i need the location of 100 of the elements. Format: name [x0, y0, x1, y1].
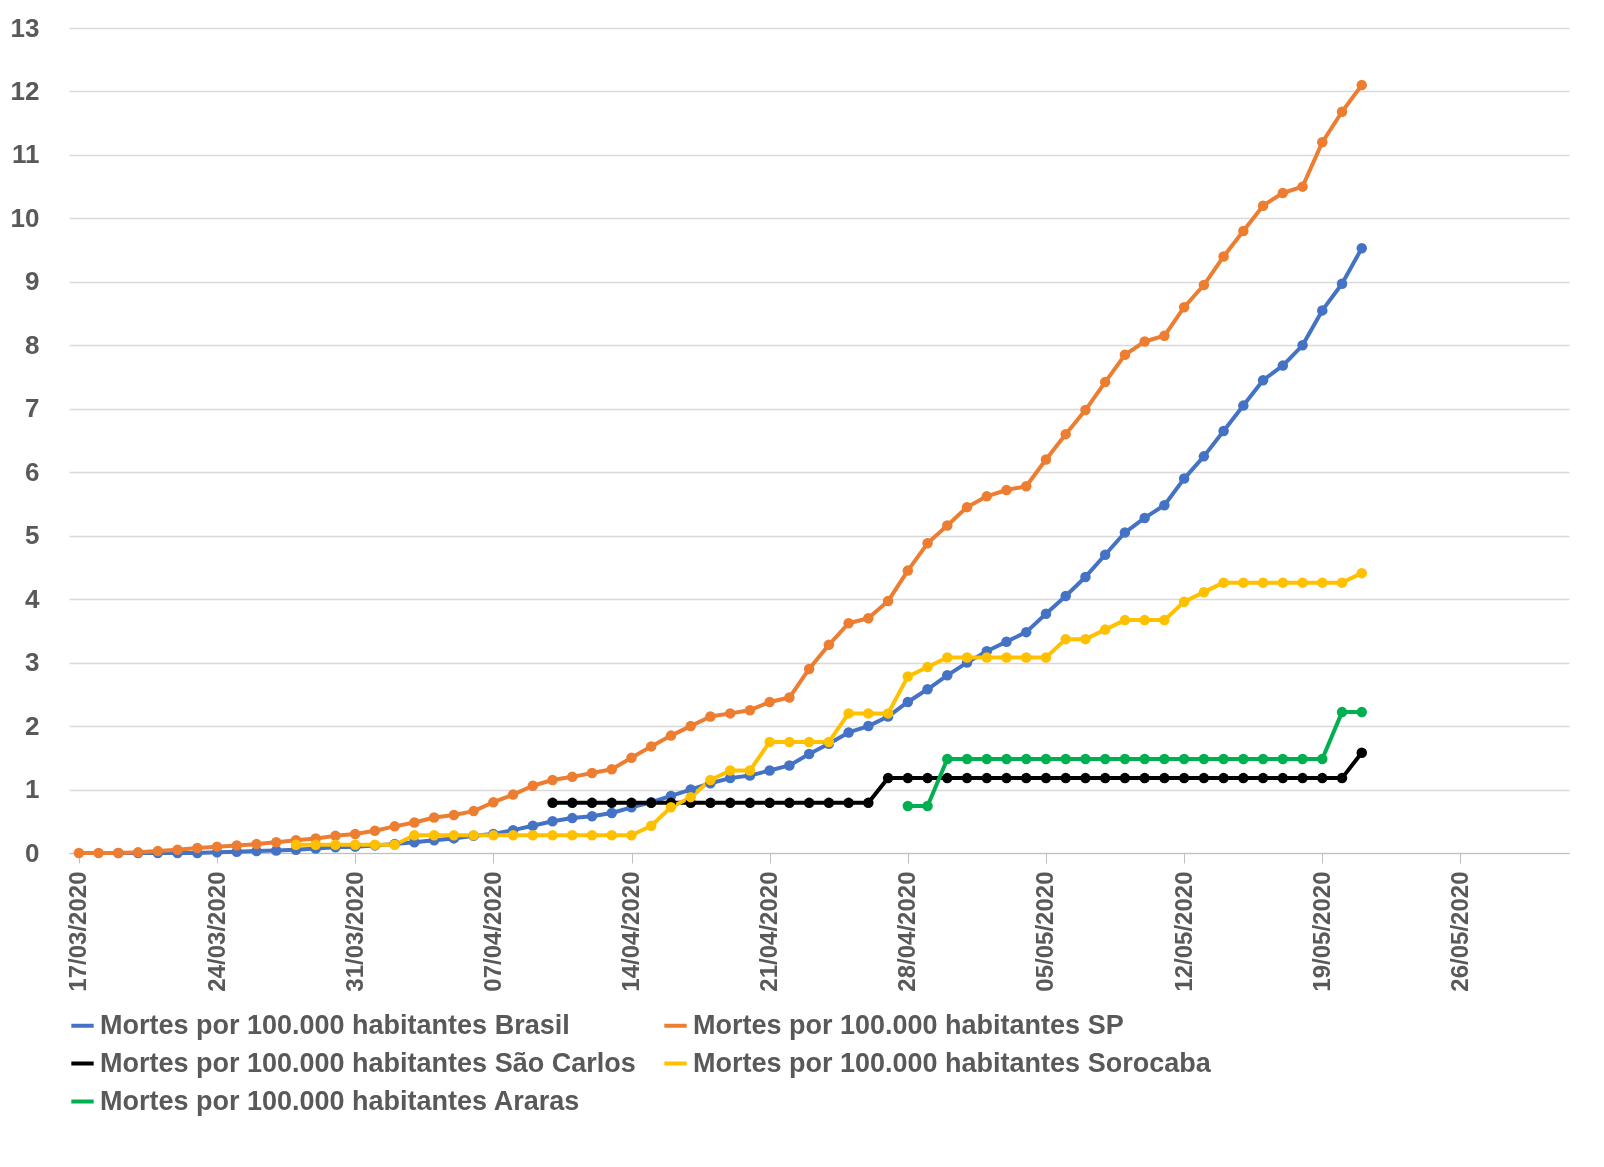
- point: [1119, 753, 1131, 765]
- point: [942, 652, 953, 663]
- point: [1099, 772, 1111, 784]
- point: [1119, 772, 1131, 784]
- x-tick-label: 24/03/2020: [202, 871, 230, 992]
- point: [1178, 753, 1190, 765]
- point: [922, 661, 933, 673]
- point: [803, 736, 815, 748]
- point: [685, 791, 696, 803]
- point: [310, 839, 321, 850]
- point: [1336, 577, 1348, 588]
- point: [1001, 652, 1012, 663]
- point: [803, 797, 815, 809]
- point: [507, 830, 519, 841]
- point: [705, 797, 716, 809]
- point: [1080, 772, 1091, 784]
- x-tick-label: 21/04/2020: [755, 871, 783, 992]
- point: [784, 736, 795, 748]
- y-tick-label: 13: [10, 12, 40, 43]
- point: [1238, 753, 1249, 765]
- point: [586, 830, 598, 841]
- legend-label: Mortes por 100.000 habitantes Araras: [100, 1085, 580, 1116]
- point: [1356, 706, 1368, 718]
- point: [606, 797, 618, 809]
- point: [764, 736, 775, 748]
- y-tick-label: 11: [12, 139, 40, 170]
- point: [1277, 753, 1289, 765]
- point: [1020, 753, 1032, 765]
- point: [1159, 614, 1170, 626]
- point: [1060, 753, 1071, 765]
- legend-label: Mortes por 100.000 habitantes SP: [693, 1009, 1124, 1040]
- point: [567, 797, 578, 809]
- y-tick-label: 5: [25, 520, 40, 551]
- point: [1218, 577, 1229, 588]
- point: [1238, 577, 1249, 588]
- point: [1277, 772, 1289, 784]
- point: [1099, 624, 1111, 635]
- y-tick-label: 4: [25, 583, 41, 614]
- x-tick-label: 14/04/2020: [617, 871, 644, 992]
- point: [942, 772, 953, 784]
- point: [724, 765, 736, 776]
- legend-label: Mortes por 100.000 habitantes Brasil: [100, 1009, 570, 1040]
- point: [626, 830, 637, 841]
- point: [586, 797, 598, 809]
- point: [1317, 772, 1328, 784]
- point: [1198, 772, 1210, 784]
- point: [1257, 577, 1269, 588]
- point: [764, 797, 775, 809]
- point: [843, 797, 854, 809]
- point: [961, 753, 973, 765]
- point: [1159, 772, 1170, 784]
- point: [902, 800, 914, 812]
- y-tick-label: 10: [10, 202, 40, 233]
- point: [981, 753, 993, 765]
- point: [1257, 753, 1269, 765]
- point: [1336, 772, 1348, 784]
- point: [1040, 753, 1052, 765]
- point: [1356, 747, 1368, 758]
- point: [1001, 772, 1012, 784]
- point: [547, 830, 558, 841]
- point: [1099, 753, 1111, 765]
- legend-label: Mortes por 100.000 habitantes São Carlos: [100, 1047, 636, 1078]
- point: [1080, 633, 1091, 645]
- point: [1336, 706, 1348, 718]
- y-tick-label: 1: [25, 774, 40, 805]
- point: [1198, 753, 1210, 765]
- y-tick-label: 2: [25, 710, 40, 741]
- x-tick-label: 12/05/2020: [1169, 871, 1197, 992]
- point: [1080, 753, 1091, 765]
- point: [1040, 652, 1052, 663]
- point: [1139, 772, 1150, 784]
- point: [1139, 753, 1150, 765]
- x-tick-label: 28/04/2020: [893, 871, 921, 992]
- legend-label: Mortes por 100.000 habitantes Sorocaba: [693, 1047, 1212, 1078]
- point: [784, 797, 795, 809]
- point: [863, 708, 874, 719]
- y-tick-label: 6: [25, 456, 40, 487]
- point: [922, 800, 933, 812]
- point: [863, 797, 874, 809]
- point: [1139, 614, 1150, 626]
- point: [1001, 753, 1012, 765]
- point: [823, 797, 835, 809]
- point: [724, 797, 736, 809]
- point: [1020, 772, 1032, 784]
- point: [1119, 614, 1131, 626]
- point: [1218, 772, 1229, 784]
- x-tick-label: 05/05/2020: [1031, 871, 1059, 992]
- x-tick-label: 31/03/2020: [340, 871, 368, 992]
- point: [626, 797, 637, 809]
- point: [1178, 772, 1190, 784]
- point: [1198, 586, 1210, 598]
- point: [665, 802, 677, 813]
- point: [1356, 567, 1368, 579]
- point: [902, 772, 914, 784]
- point: [606, 830, 618, 841]
- y-tick-label: 7: [25, 393, 40, 424]
- point: [981, 772, 993, 784]
- point: [981, 652, 993, 663]
- y-tick-label: 9: [25, 266, 40, 297]
- point: [1297, 772, 1308, 784]
